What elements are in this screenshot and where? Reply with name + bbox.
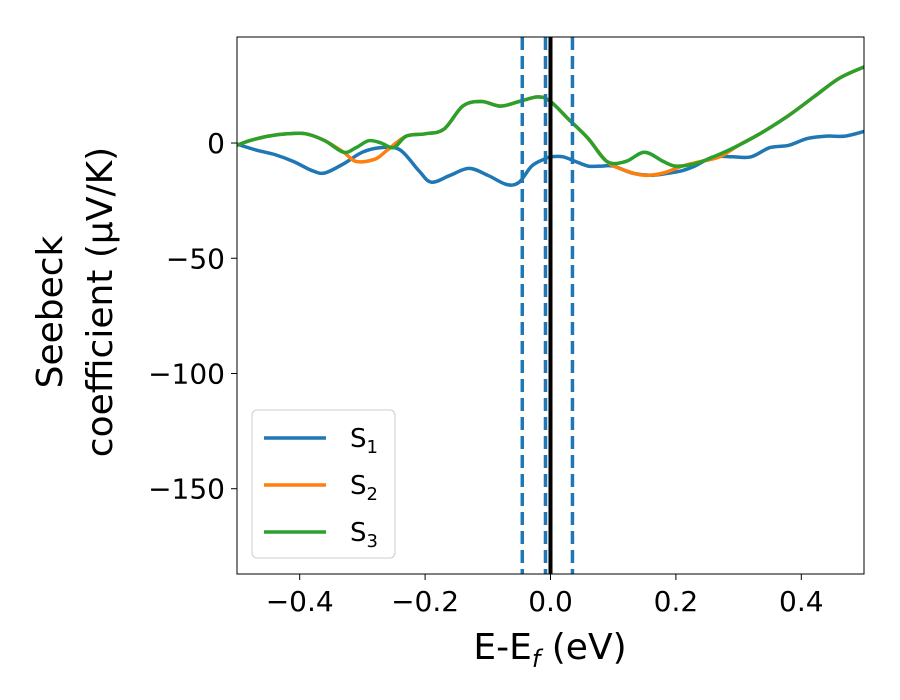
x-tick-label: 0.0 <box>528 585 573 618</box>
legend-label-s3: S3 <box>350 518 378 552</box>
x-tick-label: 0.2 <box>654 585 699 618</box>
legend: S1 S2 S3 <box>251 409 396 559</box>
x-axis-label-main: E-E <box>473 627 531 668</box>
x-tick-label: 0.4 <box>779 585 824 618</box>
x-tick-label: −0.2 <box>391 585 459 618</box>
axis-ticks: −0.4 −0.2 0.0 0.2 0.4 0 −50 −100 −150 <box>148 127 823 618</box>
y-axis-label-line1: Seebeck <box>30 235 71 388</box>
x-axis-label: E-Ef (eV) <box>473 627 626 673</box>
legend-label-s2: S2 <box>350 471 378 505</box>
y-tick-label: −150 <box>148 473 225 506</box>
x-tick-label: −0.4 <box>266 585 334 618</box>
plot-content <box>237 37 864 574</box>
plot-area <box>237 37 864 574</box>
y-tick-label: −50 <box>166 242 225 275</box>
series-line-s3 <box>237 65 864 168</box>
x-axis-label-unit: (eV) <box>540 627 626 668</box>
y-axis-label-line2: coefficient (μV/K) <box>80 147 121 457</box>
legend-label-s1: S1 <box>350 424 378 458</box>
y-axis-label: Seebeck coefficient (μV/K) <box>30 147 121 457</box>
y-tick-label: −100 <box>148 357 225 390</box>
y-tick-label: 0 <box>207 127 225 160</box>
